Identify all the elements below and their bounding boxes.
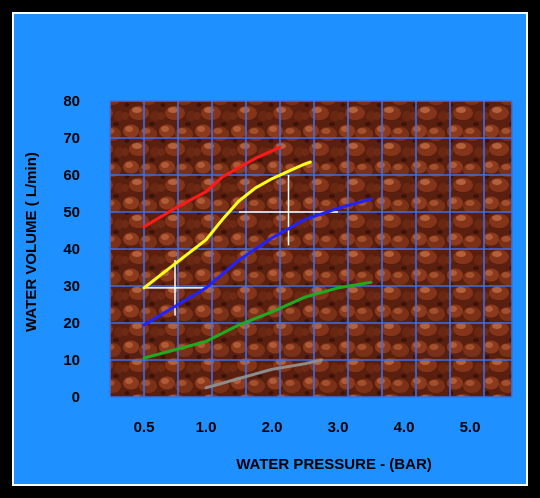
series-line-2 (142, 197, 373, 327)
series-line-3 (142, 280, 373, 360)
y-tick-label-20: 20 (63, 315, 80, 332)
y-tick-label-30: 30 (63, 278, 80, 295)
y-tick-label-80: 80 (63, 93, 80, 110)
y-tick-label-40: 40 (63, 241, 80, 258)
x-tick-label-5: 5.0 (460, 419, 481, 436)
x-tick-label-4: 4.0 (394, 419, 415, 436)
y-tick-label-60: 60 (63, 167, 80, 184)
series-line-0 (142, 145, 282, 229)
x-axis-label: WATER PRESSURE - (BAR) (236, 456, 432, 473)
series-line-4 (204, 358, 323, 390)
chart-panel: 0 10 20 30 40 50 60 70 80 0.5 1.0 2.0 3.0 4.0 5.0 WAT… (12, 12, 528, 486)
y-tick-label-50: 50 (63, 204, 80, 221)
y-tick-labels: 0 10 20 30 40 50 60 70 80 (63, 93, 80, 406)
x-tick-labels: 0.5 1.0 2.0 3.0 4.0 5.0 (134, 419, 481, 436)
series-group (142, 145, 373, 390)
y-tick-label-0: 0 (72, 389, 80, 406)
x-tick-label-3: 3.0 (328, 419, 349, 436)
y-axis-label: WATER VOLUME ( L/min) (23, 152, 40, 332)
x-tick-label-2: 2.0 (262, 419, 283, 436)
water-flow-chart: 0 10 20 30 40 50 60 70 80 0.5 1.0 2.0 3.0 4.0 5.0 WAT… (23, 93, 513, 473)
series-line-1 (142, 160, 312, 290)
y-tick-label-10: 10 (63, 352, 80, 369)
x-tick-label-1: 1.0 (196, 419, 217, 436)
y-tick-label-70: 70 (63, 130, 80, 147)
grid (109, 100, 513, 398)
x-tick-label-0: 0.5 (134, 419, 155, 436)
